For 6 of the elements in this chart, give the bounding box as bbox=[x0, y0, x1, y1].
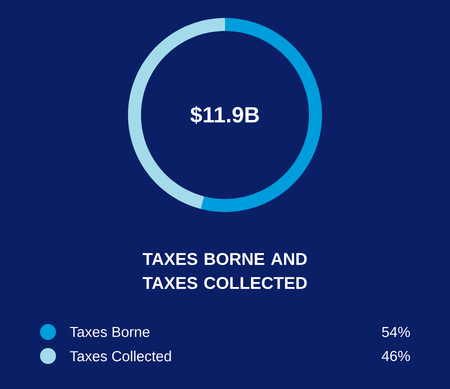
legend-label: Taxes Borne bbox=[70, 326, 150, 338]
text: $11.9B bbox=[190, 106, 259, 124]
text: TAXES BORNE AND TAXES COLLECTED bbox=[142, 252, 307, 290]
data-label: 46% bbox=[382, 350, 410, 362]
data-label: 54% bbox=[382, 326, 410, 338]
legend-label: Taxes Collected bbox=[70, 350, 171, 362]
